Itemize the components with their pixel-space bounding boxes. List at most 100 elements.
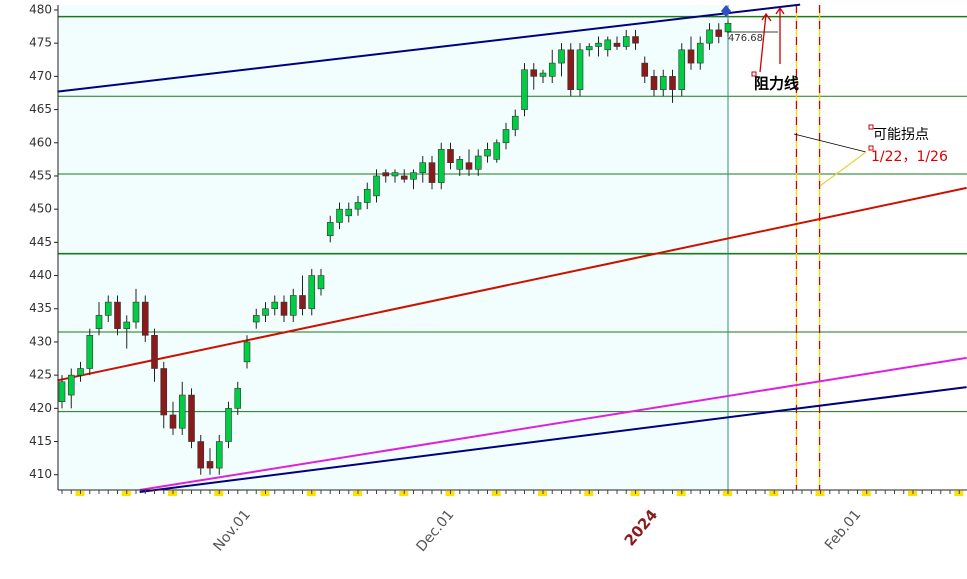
candle-body xyxy=(558,49,565,64)
candle-body xyxy=(622,36,630,47)
candle-body xyxy=(363,188,371,203)
marker xyxy=(868,124,874,130)
marker xyxy=(868,145,874,151)
annotation: 可能拐点 xyxy=(873,127,929,143)
y-tick-label: 470 xyxy=(29,69,52,83)
candle-body xyxy=(678,49,686,90)
plot xyxy=(57,3,967,493)
candle-body xyxy=(178,394,186,429)
candle-body xyxy=(271,301,279,310)
arrows xyxy=(759,6,785,73)
candle-body xyxy=(262,308,269,316)
candle-body xyxy=(252,315,260,323)
y-tick-label: 410 xyxy=(29,467,52,481)
y-tick-label: 460 xyxy=(29,135,52,149)
candle-body xyxy=(114,301,121,329)
candle-body xyxy=(188,394,195,442)
candle-body xyxy=(650,76,658,90)
candle-body xyxy=(576,49,584,90)
y-tick-label: 455 xyxy=(29,168,52,182)
candle-body xyxy=(567,49,575,90)
candle-body xyxy=(197,441,205,469)
candle-body xyxy=(160,368,168,416)
y-tick-label: 475 xyxy=(29,36,52,50)
candle-body xyxy=(484,149,491,157)
candle-body xyxy=(132,301,140,323)
trend-line xyxy=(57,3,801,93)
candle-body xyxy=(289,295,297,316)
candle-body xyxy=(373,175,380,197)
candle-body xyxy=(474,155,482,170)
candle-body xyxy=(206,461,214,469)
candle-body xyxy=(104,301,112,316)
candle-body xyxy=(687,49,695,64)
pointer xyxy=(819,151,867,187)
candle-body xyxy=(225,408,232,442)
candle-body xyxy=(595,42,602,47)
candle-body xyxy=(511,115,519,130)
candle-body xyxy=(141,301,149,336)
candle-body xyxy=(67,374,75,396)
y-tick-label: 480 xyxy=(29,2,52,16)
candle-body xyxy=(234,388,242,409)
candle-body xyxy=(215,441,223,469)
pointer xyxy=(793,133,867,153)
candle-body xyxy=(530,69,538,77)
candle-body xyxy=(123,321,131,329)
annotation: 1/22，1/26 xyxy=(871,149,948,165)
y-tick-label: 450 xyxy=(29,202,52,216)
annotation: 阻力线 xyxy=(754,75,799,93)
trend-line xyxy=(139,386,967,493)
marker xyxy=(721,5,731,17)
candle-body xyxy=(280,301,288,316)
candle-body xyxy=(724,22,732,33)
y-tick-label: 420 xyxy=(29,401,52,415)
price-label: 476.68 xyxy=(728,33,763,44)
y-tick-label: 445 xyxy=(29,235,52,249)
candle-body xyxy=(493,142,501,160)
candle-body xyxy=(632,36,639,44)
candle-body xyxy=(382,172,390,177)
candle-body xyxy=(336,208,343,223)
candle-body xyxy=(410,172,417,180)
candle-body xyxy=(641,62,649,77)
candle-body xyxy=(326,222,334,237)
y-tick-label: 430 xyxy=(29,334,52,348)
candle-body xyxy=(447,149,454,163)
candle-body xyxy=(419,162,427,173)
candle-body xyxy=(345,208,353,217)
candle-body xyxy=(548,62,556,77)
candle-body xyxy=(317,275,325,290)
candle-body xyxy=(539,72,547,77)
candle-body xyxy=(400,175,408,180)
candle-body xyxy=(696,42,704,64)
candle-body xyxy=(58,381,66,402)
candle-body xyxy=(354,202,362,210)
candle-body xyxy=(77,368,84,376)
candle-body xyxy=(169,414,177,429)
candle-body xyxy=(243,341,251,363)
trend-line xyxy=(139,356,967,491)
trend-line xyxy=(57,186,967,382)
candle-body xyxy=(456,159,464,170)
candle-body xyxy=(308,275,316,310)
candle-body xyxy=(613,42,621,47)
marker xyxy=(751,71,757,77)
candle-body xyxy=(502,129,510,144)
candle-body xyxy=(86,335,94,369)
y-tick-label: 465 xyxy=(29,102,52,116)
candle-body xyxy=(585,46,593,51)
candle-body xyxy=(669,76,676,90)
candle-body xyxy=(465,162,473,170)
candle-body xyxy=(715,29,723,37)
candle-body xyxy=(299,295,306,310)
candle-body xyxy=(521,69,528,110)
candle-body xyxy=(95,315,103,329)
candle-body xyxy=(391,172,399,177)
candle-body xyxy=(659,76,667,90)
candle-body xyxy=(706,29,713,44)
candle-body xyxy=(428,162,436,183)
y-tick-label: 415 xyxy=(29,434,52,448)
candle-body xyxy=(604,39,612,51)
